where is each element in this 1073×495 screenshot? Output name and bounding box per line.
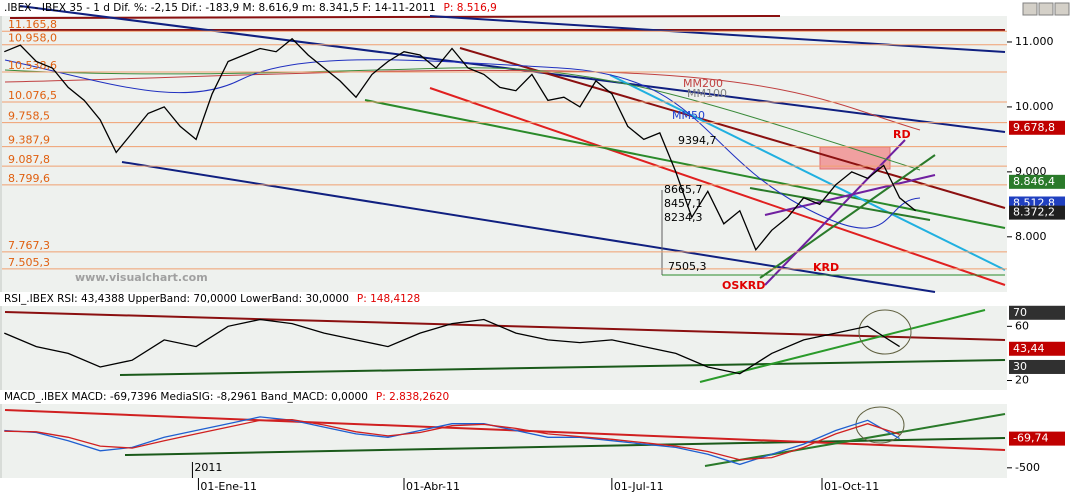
window-buttons[interactable]: [1022, 2, 1070, 16]
right-axis-area: [1007, 0, 1073, 495]
trend-line: [759, 154, 936, 279]
value-box: [1009, 359, 1065, 374]
y-tick-label: 20: [1015, 374, 1029, 387]
trend-line: [429, 15, 1006, 53]
trend-line: [459, 47, 1006, 209]
panel-header: MACD_.IBEX MACD: -69,7396 MediaSIG: -8,2…: [4, 391, 368, 403]
annotation: MM50: [672, 109, 705, 122]
trend-line: [699, 309, 986, 383]
series-line: [4, 318, 900, 375]
trend-line: [121, 161, 936, 293]
value-box-label: 43,44: [1013, 342, 1045, 355]
x-tick-label: 01-Oct-11: [824, 480, 879, 493]
value-box-label: 30: [1013, 360, 1027, 373]
year-label: 2011: [194, 461, 222, 474]
value-box: [1009, 431, 1065, 446]
level-label: 7.505,3: [8, 256, 50, 269]
panel-header: .IBEX - IBEX 35 - 1 d Dif. %: -2,15 Dif.…: [4, 2, 436, 14]
level-label: 11.165,8: [8, 18, 57, 31]
series-line: [4, 416, 900, 466]
trend-line: [764, 139, 906, 286]
level-label: 10.076,5: [8, 89, 57, 102]
level-label: 10.538,6: [8, 59, 57, 72]
value-box-label: 8.372,2: [1013, 206, 1055, 219]
level-label: 9.758,5: [8, 110, 50, 123]
value-box: [1009, 174, 1065, 189]
value-box-label: 9.678,8: [1013, 121, 1055, 134]
y-tick-label: 9.000: [1015, 165, 1047, 178]
trend-line: [9, 15, 781, 19]
price-header-bar: [0, 0, 1007, 16]
macd-header-bar: [0, 390, 1007, 404]
moving-average-line: [4, 67, 921, 171]
annotation: 8665,7: [664, 183, 703, 196]
trend-lines: [4, 5, 1006, 293]
close-button[interactable]: [1054, 2, 1070, 16]
trend-line: [764, 174, 936, 216]
value-box-label: 8.846,4: [1013, 175, 1055, 188]
indicator-trend-lines: [4, 309, 1006, 467]
value-box-label: 70: [1013, 306, 1027, 319]
annotation: OSKRD: [722, 279, 765, 292]
highlight-circle: [855, 406, 905, 444]
y-tick-label: 11.000: [1015, 35, 1054, 48]
moving-average-line: [4, 59, 921, 229]
value-box-label: -69,74: [1013, 432, 1048, 445]
panel-header-value: P: 2.838,2620: [376, 391, 449, 403]
maximize-button[interactable]: [1038, 2, 1054, 16]
trend-line: [609, 74, 1006, 271]
level-label: 9.387,9: [8, 134, 50, 147]
annotation: 9394,7: [678, 134, 717, 147]
annotation: 8457,1: [664, 197, 703, 210]
trend-line: [704, 413, 1006, 467]
x-axis-area: [0, 478, 1007, 495]
annotation: KRD: [813, 261, 839, 274]
level-label: 8.799,6: [8, 172, 50, 185]
moving-average-line: [4, 69, 921, 131]
x-tick-label: 01-Jul-11: [614, 480, 664, 493]
trend-line: [119, 359, 1006, 376]
highlight-circle: [858, 309, 912, 355]
value-box: [1009, 205, 1065, 220]
x-tick-label: 01-Ene-11: [200, 480, 257, 493]
panel-header-value: P: 148,4128: [357, 293, 420, 305]
value-box: [1009, 341, 1065, 356]
annotation: MM100: [687, 87, 727, 100]
minimize-button[interactable]: [1022, 2, 1038, 16]
y-tick-label: -500: [1015, 461, 1040, 474]
panel-header: RSI_.IBEX RSI: 43,4388 UpperBand: 70,000…: [4, 293, 349, 305]
series-line: [4, 37, 917, 252]
trend-line: [364, 99, 1006, 229]
annotation: RD: [893, 128, 911, 141]
annotation: 7505,3: [668, 260, 707, 273]
y-tick-label: 10.000: [1015, 100, 1054, 113]
annotation: www.visualchart.com: [75, 271, 208, 284]
x-tick-label: 01-Abr-11: [406, 480, 460, 493]
y-tick-label: 60: [1015, 319, 1029, 332]
value-box: [1009, 305, 1065, 320]
series-line: [4, 418, 900, 461]
trend-line: [124, 437, 1006, 456]
level-label: 10.958,0: [8, 32, 57, 45]
rsi-panel: [2, 306, 1007, 390]
level-label: 7.767,3: [8, 239, 50, 252]
value-box: [1009, 120, 1065, 135]
annotation: MM200: [683, 77, 723, 90]
trend-line: [4, 311, 1006, 341]
y-tick-label: 8.000: [1015, 230, 1047, 243]
level-label: 9.087,8: [8, 153, 50, 166]
rsi-header-bar: [0, 292, 1007, 306]
panel-header-value: P: 8.516,9: [444, 2, 497, 14]
annotation: 8234,3: [664, 211, 703, 224]
